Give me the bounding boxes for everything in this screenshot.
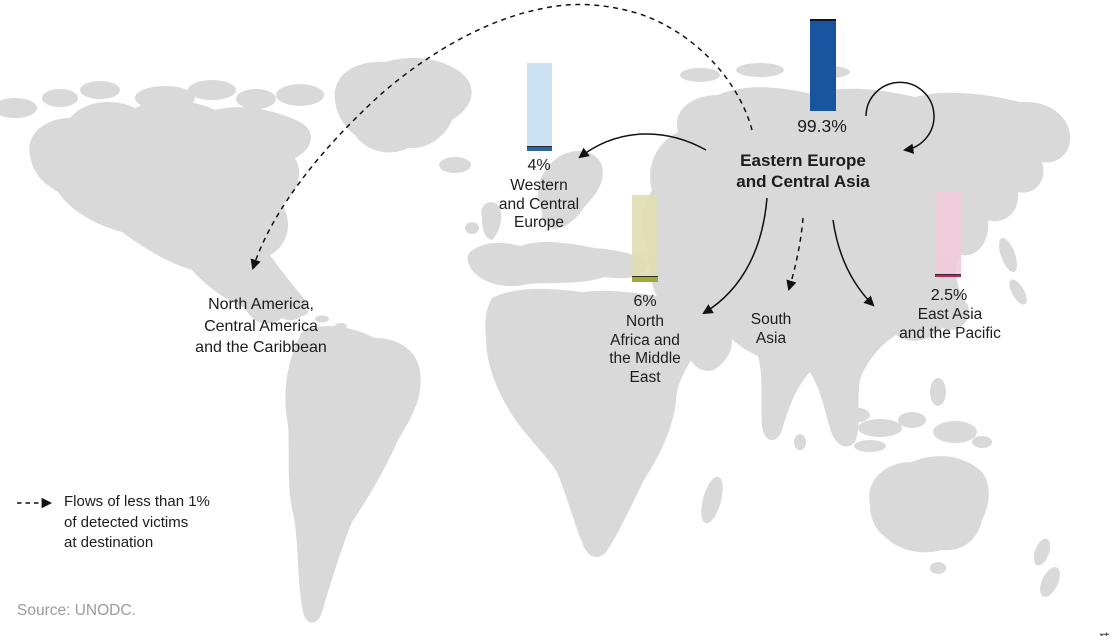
pct-label-western-central-europe: 4% xyxy=(527,157,551,174)
south-america-shape xyxy=(285,325,421,623)
flow-arrow-to-north-america xyxy=(250,3,753,270)
flow-arrow-to-middle-east xyxy=(702,197,768,315)
credit-text: Sciences Po - Atelier de cartographie, 2… xyxy=(1098,632,1112,636)
region-label-north-africa-middle-east: North Africa and the Middle East xyxy=(609,313,681,386)
europe-shape xyxy=(538,151,603,229)
bar-fill-north-africa-middle-east xyxy=(632,275,658,282)
flow-arrow-self-loop xyxy=(865,81,935,154)
pct-label-east-asia-pacific: 2.5% xyxy=(930,287,968,304)
region-label-south-asia: South Asia xyxy=(750,311,792,347)
greenland-shape xyxy=(334,58,472,153)
australia-shape xyxy=(869,456,989,553)
region-label-western-central-europe: Western and Central Europe xyxy=(498,177,580,231)
flow-arrow-to-western-europe xyxy=(578,133,707,159)
bar-north-africa-middle-east xyxy=(632,195,658,282)
region-label-east-asia-pacific: East Asia and the Pacific xyxy=(899,306,1001,342)
source-text: Source: UNODC. xyxy=(17,602,136,619)
flow-arrow-to-east-asia xyxy=(832,219,875,307)
north-america-shape xyxy=(29,100,311,324)
pct-label-north-africa-middle-east: 6% xyxy=(633,293,657,310)
bar-fill-eastern-europe-central-asia xyxy=(810,18,836,111)
bar-eastern-europe-central-asia xyxy=(810,18,836,111)
region-label-north-central-america-caribbean: North America, Central America and the C… xyxy=(195,296,327,356)
bar-east-asia-pacific xyxy=(935,192,961,277)
flow-arrow-to-south-asia xyxy=(786,217,804,292)
bar-fill-western-central-europe xyxy=(527,146,552,151)
region-label-eastern-europe-central-asia: Eastern Europe and Central Asia xyxy=(736,151,870,191)
asia-shape xyxy=(642,87,1071,447)
bar-fill-east-asia-pacific xyxy=(935,273,961,277)
legend-note: Flows of less than 1% of detected victim… xyxy=(64,493,210,551)
pct-label-eastern-europe-central-asia: 99.3% xyxy=(797,116,847,136)
bar-western-central-europe xyxy=(527,63,552,151)
africa-shape xyxy=(485,288,702,557)
